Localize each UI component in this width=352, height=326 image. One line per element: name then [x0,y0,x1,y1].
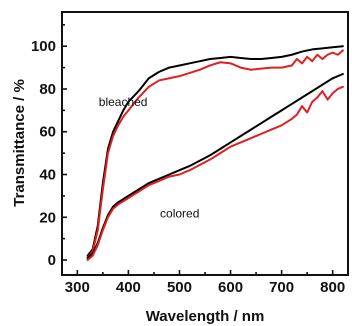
annotation-layer: bleached colored [99,95,200,220]
x-tick-label: 500 [167,279,192,296]
series-line-1 [86,49,344,259]
y-axis-label: Transmittance / % [11,79,28,207]
x-tick-label: 800 [320,279,345,296]
y-tick-label: 0 [48,252,56,269]
series-layer [86,45,344,262]
series-line-2 [86,73,344,259]
y-tick-label: 80 [39,81,56,98]
x-tick-label: 400 [116,279,141,296]
y-tick-label: 40 [39,167,56,184]
annotation-colored: colored [160,206,199,220]
series-line-3 [86,85,344,262]
x-tick-label: 700 [269,279,294,296]
x-tick-label: 600 [218,279,243,296]
tick-layer: 300 400 500 600 700 800 0 20 40 60 80 100 [31,24,345,296]
y-tick-label: 60 [39,124,56,141]
series-line-0 [86,45,344,257]
y-tick-label: 100 [31,38,56,55]
x-tick-label: 300 [65,279,90,296]
y-tick-label: 20 [39,209,56,226]
x-axis-label: Wavelength / nm [146,308,265,325]
annotation-bleached: bleached [99,95,148,109]
